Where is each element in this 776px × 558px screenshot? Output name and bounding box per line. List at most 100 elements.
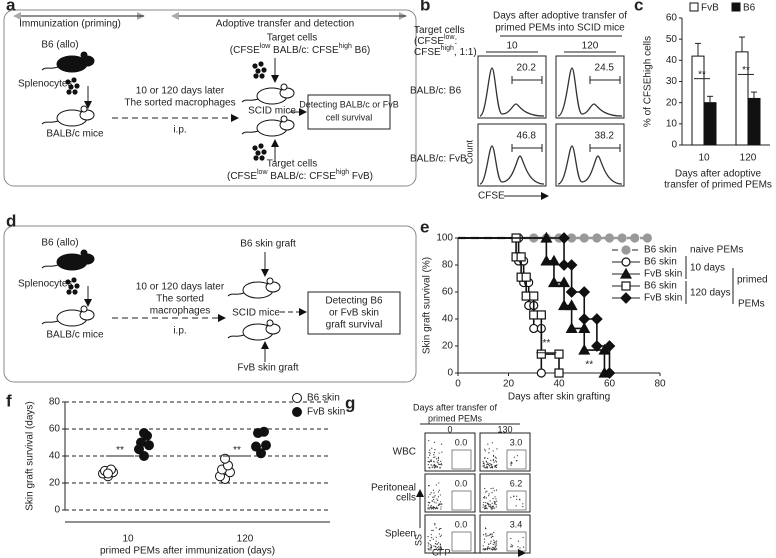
cell-icon: [258, 143, 264, 149]
target-detail: (CFSElow BALB/c: CFSEhigh FvB): [227, 169, 373, 181]
host-label: SCID mice: [248, 106, 296, 117]
bar: [747, 97, 761, 146]
dot: [482, 506, 484, 508]
target-label-part: CFSE: [414, 47, 441, 58]
dot: [437, 462, 439, 464]
annotation: **: [585, 360, 593, 371]
target-label: Target cells: [267, 159, 318, 170]
panel-label: b: [420, 0, 430, 14]
y-tick-label: 40: [666, 55, 678, 66]
dot: [510, 463, 512, 465]
y-tick-label: 60: [666, 13, 678, 24]
gate-value: 24.5: [595, 63, 615, 74]
dot: [485, 534, 487, 536]
dot: [493, 500, 495, 503]
marker: [603, 340, 616, 352]
dot: [433, 441, 436, 443]
dot: [440, 527, 442, 530]
cell-icon: [72, 289, 78, 295]
dot: [489, 547, 491, 549]
legend-label: FvB: [701, 3, 719, 14]
dot: [488, 505, 490, 508]
annotation: **: [742, 65, 750, 76]
column-label: 0: [447, 424, 452, 434]
y-tick-label: 80: [49, 397, 61, 408]
dot: [491, 491, 493, 494]
dot: [519, 547, 521, 549]
target-detail-part: B6): [352, 45, 370, 56]
dot: [433, 464, 436, 466]
cell-icon: [259, 155, 265, 161]
dot: [437, 457, 439, 460]
dot: [438, 504, 440, 506]
dot: [482, 504, 484, 506]
dot: [510, 496, 512, 498]
donor-label: B6 (allo): [41, 40, 78, 51]
dot: [515, 460, 518, 462]
dot-plot-frame: [479, 432, 531, 472]
dot: [495, 457, 497, 459]
dot: [490, 508, 492, 510]
axis-label: CFSE: [478, 191, 505, 202]
axis-label: GFP: [432, 547, 451, 557]
dot: [484, 456, 486, 459]
recipient-label: BALB/c mice: [46, 330, 104, 341]
gate-value: 0.0: [455, 437, 468, 447]
dot: [491, 466, 493, 468]
dot: [438, 482, 440, 484]
dot: [428, 451, 430, 454]
histogram-curve: [557, 145, 623, 185]
mouse-icon: [41, 249, 95, 271]
dot: [429, 540, 431, 542]
row-label: WBC: [393, 447, 416, 458]
target-label-part: , 1:1): [454, 47, 477, 58]
marker: [642, 233, 652, 243]
dot: [440, 463, 442, 465]
dot: [433, 461, 435, 463]
marker: [516, 252, 526, 262]
cell-icon: [252, 145, 258, 151]
point: [256, 448, 266, 459]
dot: [428, 484, 430, 487]
mouse-ear: [80, 305, 88, 313]
panel-title: primed PEMs into SCID mice: [495, 23, 625, 34]
cells-label: Splenocytes: [18, 79, 72, 90]
marker: [565, 322, 578, 334]
dot: [487, 463, 490, 465]
dot: [486, 490, 488, 492]
dot: [490, 466, 492, 469]
dot: [435, 548, 438, 550]
row-label: BALB/c: FvB: [410, 154, 467, 165]
dot: [494, 496, 496, 498]
cell-icon: [255, 68, 261, 74]
dot: [494, 464, 497, 467]
dot: [433, 498, 435, 501]
marker: [617, 233, 627, 243]
row-label: BALB/c: B6: [410, 86, 462, 97]
axis-label: SS: [413, 534, 423, 546]
column-label: 120: [582, 41, 599, 52]
dot: [433, 454, 435, 456]
dot: [492, 507, 494, 509]
donor-label: B6 (allo): [41, 238, 78, 249]
gate-value: 46.8: [517, 131, 537, 142]
dot: [430, 549, 432, 551]
marker: [578, 286, 591, 298]
cell-icon: [261, 149, 267, 155]
dot: [488, 452, 490, 454]
dot: [492, 543, 494, 546]
dot: [496, 448, 498, 450]
mouse-ear: [280, 83, 288, 91]
dot: [484, 541, 486, 543]
x-tick-label: 40: [553, 379, 565, 390]
dot: [431, 537, 433, 539]
dot: [490, 506, 492, 508]
marker: [591, 313, 603, 325]
dot: [433, 492, 435, 494]
marker: [529, 291, 539, 301]
x-tick-label: 60: [604, 379, 616, 390]
dot: [493, 461, 495, 463]
dot: [440, 534, 442, 536]
legend-label: B6: [743, 3, 756, 14]
